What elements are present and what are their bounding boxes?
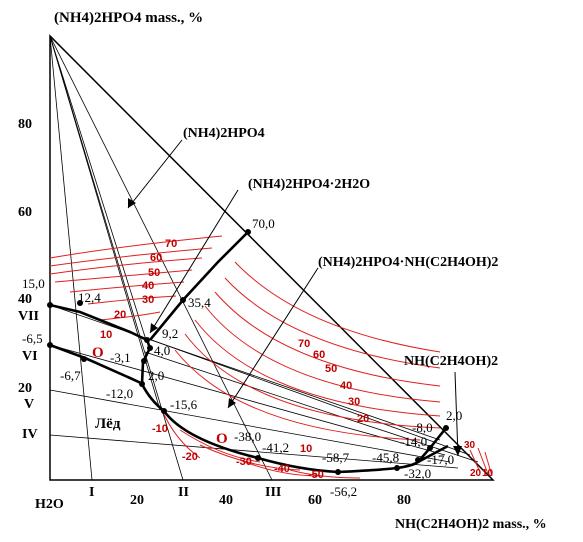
temperature-labels: 15,0 12,4 -6,5 -6,7 70,0 35,4 9,2 -3,1 4… xyxy=(22,216,462,499)
field-dihydrate-label: (NH4)2HPO4·2H2O xyxy=(248,177,370,192)
temp-label: 4,0 xyxy=(154,343,170,358)
ray-label-left: VI xyxy=(22,349,38,364)
isotherm-label: 30 xyxy=(464,440,476,451)
isotherm-label: 10 xyxy=(482,468,494,479)
eutonic-mark: O xyxy=(216,431,228,447)
isotherm-label: 20 xyxy=(357,413,369,425)
temp-label: -41,2 xyxy=(262,440,289,455)
isotherm-label: 50 xyxy=(148,267,160,279)
x-axis-title: NH(C2H4OH)2 mass., % xyxy=(395,517,547,532)
eutonic-mark: O xyxy=(92,345,104,361)
temp-label: 15,0 xyxy=(22,276,45,291)
y-axis-title: (NH4)2HPO4 mass., % xyxy=(54,10,203,26)
isotherm-label: 30 xyxy=(142,294,154,306)
isotherm-label: 10 xyxy=(100,329,112,341)
field-amine-label: NH(C2H4OH)2 xyxy=(404,354,498,369)
ray-label-left: IV xyxy=(22,427,38,442)
isotherms xyxy=(49,235,493,479)
temp-label: 12,4 xyxy=(78,290,101,305)
left-tick: 20 xyxy=(18,381,32,396)
left-tick: 80 xyxy=(18,117,32,132)
isotherm-label: 40 xyxy=(142,280,154,292)
temp-label: 2,0 xyxy=(446,408,462,423)
temp-label: -32,0 xyxy=(404,466,431,481)
isotherm-label: 60 xyxy=(150,252,162,264)
isotherm-label: -20 xyxy=(182,451,198,463)
bottom-tick: 20 xyxy=(130,493,144,508)
temp-label: -3,1 xyxy=(110,350,131,365)
bottom-tick: 40 xyxy=(219,493,233,508)
amine-rays xyxy=(49,304,479,469)
isotherm-label: -50 xyxy=(308,469,324,481)
ray-label-bottom: II xyxy=(178,485,189,500)
field-arrows xyxy=(127,139,459,457)
isotherm-label: 70 xyxy=(165,238,177,250)
temp-label: -6,7 xyxy=(60,368,81,383)
isotherm-label: -40 xyxy=(274,463,290,475)
isotherm-label: -10 xyxy=(152,423,168,435)
temp-label: -56,2 xyxy=(330,484,357,499)
temp-label: 2,0 xyxy=(148,368,164,383)
temp-label: 35,4 xyxy=(188,295,211,310)
ray-label-bottom: I xyxy=(89,485,94,500)
isotherm-label: 60 xyxy=(313,349,325,361)
bottom-tick: 80 xyxy=(397,493,411,508)
isotherm-label: 40 xyxy=(340,380,352,392)
invariant-points xyxy=(47,229,449,475)
field-ice-label: Лёд xyxy=(95,416,121,432)
temp-label: -58,7 xyxy=(322,450,350,465)
temp-label: -17,0 xyxy=(427,452,454,467)
isotherm-label: 10 xyxy=(300,443,312,455)
temp-label: -8,0 xyxy=(412,420,433,435)
isotherm-label: -30 xyxy=(236,456,252,468)
isotherm-label: 30 xyxy=(348,396,360,408)
temp-label: -14,0 xyxy=(400,434,427,449)
isotherm-labels: 70 60 50 40 30 20 10 70 60 50 40 30 20 1… xyxy=(100,238,494,481)
bottom-tick: 60 xyxy=(308,493,322,508)
temp-label: 9,2 xyxy=(162,326,178,341)
isotherm-label: 20 xyxy=(470,468,482,479)
temp-label: -15,6 xyxy=(170,397,198,412)
isotherm-label: 50 xyxy=(325,363,337,375)
temp-label: -12,0 xyxy=(106,386,133,401)
isotherm-label: 20 xyxy=(114,309,126,321)
origin-label: H2O xyxy=(35,497,64,512)
temp-label: -6,5 xyxy=(22,331,43,346)
field-compound-label: (NH4)2HPO4·NH(C2H4OH)2 xyxy=(318,255,498,270)
ray-label-left: VII xyxy=(18,309,39,324)
left-tick: 40 xyxy=(18,292,32,307)
ray-label-bottom: III xyxy=(265,485,281,500)
temp-label: -45,8 xyxy=(372,450,399,465)
left-tick: 60 xyxy=(18,205,32,220)
temp-label: 70,0 xyxy=(252,216,275,231)
temp-label: -38,0 xyxy=(234,429,261,444)
field-phosphate-label: (NH4)2HPO4 xyxy=(183,126,265,141)
arrow-heads xyxy=(128,198,462,456)
isotherm-label: 70 xyxy=(298,338,310,350)
ray-label-left: V xyxy=(24,397,34,412)
